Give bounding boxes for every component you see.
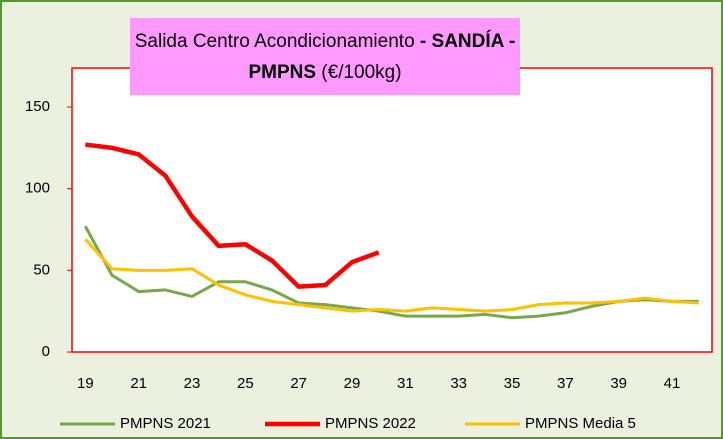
series-line: [85, 142, 380, 289]
y-tick-label: 0: [42, 343, 50, 360]
x-tick-label: 25: [237, 375, 254, 392]
x-tick-label: 35: [504, 375, 521, 392]
x-tick-label: 21: [130, 375, 147, 392]
y-tick-label: 150: [25, 98, 50, 115]
legend-label: PMPNS Media 5: [525, 415, 636, 432]
title-part: - SANDÍA -: [420, 30, 515, 52]
title-part: PMPNS: [248, 62, 316, 83]
series-line: [84, 238, 699, 313]
x-tick-label: 31: [397, 375, 414, 392]
title-part: Salida Centro Acondicionamiento: [135, 31, 420, 52]
x-tick-label: 27: [290, 375, 307, 392]
x-tick-label: 29: [344, 375, 361, 392]
legend-label: PMPNS 2021: [120, 415, 211, 432]
x-tick-label: 19: [77, 375, 94, 392]
chart-title: Salida Centro Acondicionamiento - SANDÍA…: [135, 30, 516, 52]
x-tick-label: 23: [184, 375, 201, 392]
y-tick-label: 50: [33, 261, 50, 278]
x-tick-label: 33: [450, 375, 467, 392]
x-tick-label: 39: [610, 375, 627, 392]
legend-label: PMPNS 2022: [325, 415, 416, 432]
series-line: [84, 225, 699, 320]
x-tick-label: 37: [557, 375, 574, 392]
title-part: (€/100kg): [316, 62, 402, 83]
chart-title: PMPNS (€/100kg): [248, 62, 401, 83]
y-tick-label: 100: [25, 180, 50, 197]
x-tick-label: 41: [664, 375, 681, 392]
title-box: [130, 18, 520, 95]
